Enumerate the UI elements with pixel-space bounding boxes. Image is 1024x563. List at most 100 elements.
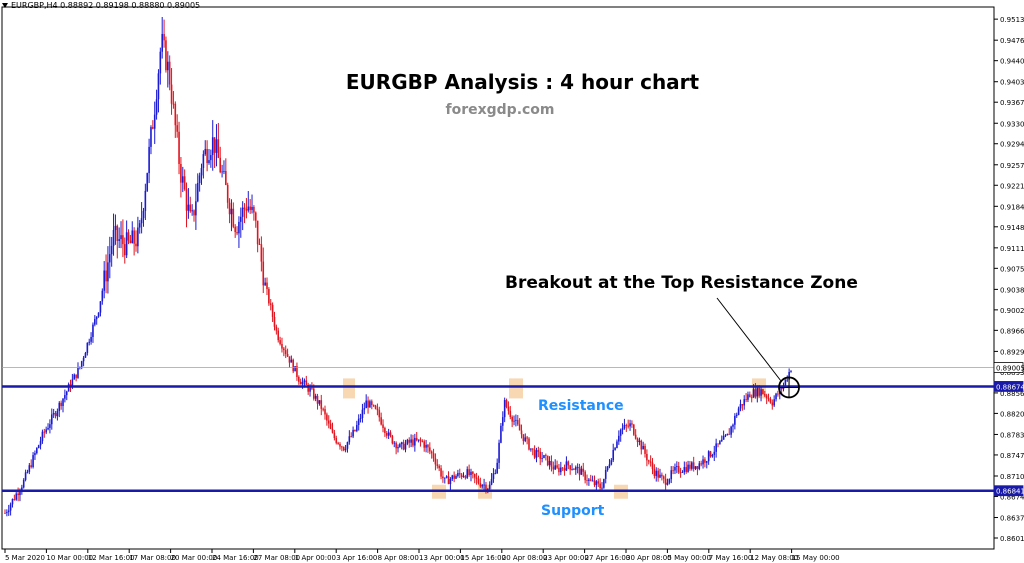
candle-body — [200, 167, 203, 176]
candle-body — [468, 469, 470, 476]
candle-body — [722, 436, 725, 440]
candle-body — [692, 462, 695, 469]
candle-body — [198, 175, 201, 184]
candle-body — [545, 455, 547, 456]
candle-body — [262, 261, 265, 286]
candle-body — [41, 431, 44, 442]
x-tick-label: 17 Mar 08:00 — [129, 554, 176, 562]
candle-body — [571, 469, 573, 471]
candle-body — [402, 442, 405, 450]
candle-body — [90, 336, 92, 342]
candle-body — [573, 469, 575, 471]
candle-body — [591, 480, 594, 482]
candle-body — [462, 476, 465, 478]
candle-body — [477, 478, 480, 484]
candle-body — [258, 244, 261, 245]
candle-body — [481, 485, 484, 487]
plot-area — [1, 6, 995, 550]
candle-body — [750, 397, 753, 399]
candle-body — [28, 465, 31, 472]
candle-body — [54, 413, 57, 417]
candle-body — [281, 343, 283, 349]
price-tag-label: 0.86841 — [996, 488, 1024, 496]
candle-body — [339, 443, 341, 447]
candle-body — [309, 387, 311, 392]
candle-body — [387, 432, 390, 436]
candle-body — [597, 481, 600, 484]
candle-body — [603, 478, 605, 488]
candle-body — [636, 438, 639, 443]
candle-body — [644, 445, 646, 454]
candle-body — [674, 466, 676, 471]
candle-body — [318, 400, 321, 404]
candle-body — [518, 424, 521, 431]
candle-body — [728, 433, 731, 435]
price-tag-resistance — [993, 381, 1024, 392]
candle-body — [455, 476, 457, 479]
candle-body — [346, 442, 349, 449]
candle-body — [412, 439, 414, 446]
candle-body — [423, 441, 425, 448]
candle-body — [13, 498, 16, 500]
candle-body — [26, 471, 29, 473]
ticker-header: EURGBP,H4 0.88892 0.89198 0.88880 0.8900… — [2, 1, 200, 10]
candle-body — [354, 429, 356, 431]
candle-body — [333, 432, 336, 439]
candle-body — [140, 218, 143, 224]
candle-body — [629, 423, 631, 427]
candle-body — [380, 417, 382, 425]
candle-body — [167, 61, 169, 71]
candle-body — [369, 401, 371, 408]
price-tag-current — [993, 362, 1024, 374]
candle-body — [110, 245, 113, 255]
candle-body — [522, 434, 525, 441]
candle-body — [152, 127, 154, 129]
candle-body — [535, 450, 538, 458]
candle-body — [601, 487, 603, 489]
candle-body — [243, 207, 246, 210]
candle-body — [749, 394, 751, 398]
candle-body — [150, 127, 152, 147]
candle-body — [107, 262, 109, 282]
candle-body — [655, 470, 658, 476]
x-tick-label: 12 Mar 16:00 — [88, 554, 135, 562]
candle-body — [704, 459, 706, 463]
candle-body — [225, 170, 227, 185]
candle-body — [563, 468, 566, 471]
candle-body — [666, 482, 669, 485]
candle-body — [21, 487, 23, 492]
candle-body — [500, 425, 502, 443]
candle-body — [786, 379, 789, 381]
candle-body — [558, 467, 560, 473]
price-tag-label: 0.88674 — [996, 383, 1024, 391]
candle-body — [440, 468, 442, 477]
candle-body — [520, 430, 523, 435]
candle-body — [737, 408, 740, 415]
candle-body — [479, 483, 482, 487]
candle-body — [415, 437, 418, 441]
candle-body — [135, 243, 137, 247]
breakout-label: Breakout at the Top Resistance Zone — [505, 273, 858, 293]
candle-body — [64, 395, 66, 399]
candle-body — [187, 204, 190, 211]
candle-body — [247, 206, 250, 211]
candle-body — [56, 410, 59, 417]
candle-body — [664, 478, 667, 485]
candle-body — [337, 442, 339, 444]
candle-body — [77, 367, 79, 378]
candle-body — [715, 443, 717, 452]
candle-body — [254, 212, 257, 221]
candle-body — [103, 270, 105, 291]
candle-body — [754, 389, 757, 397]
candle-body — [73, 374, 76, 380]
candle-body — [314, 395, 317, 399]
candle-body — [533, 449, 536, 458]
candle-body — [9, 504, 12, 511]
